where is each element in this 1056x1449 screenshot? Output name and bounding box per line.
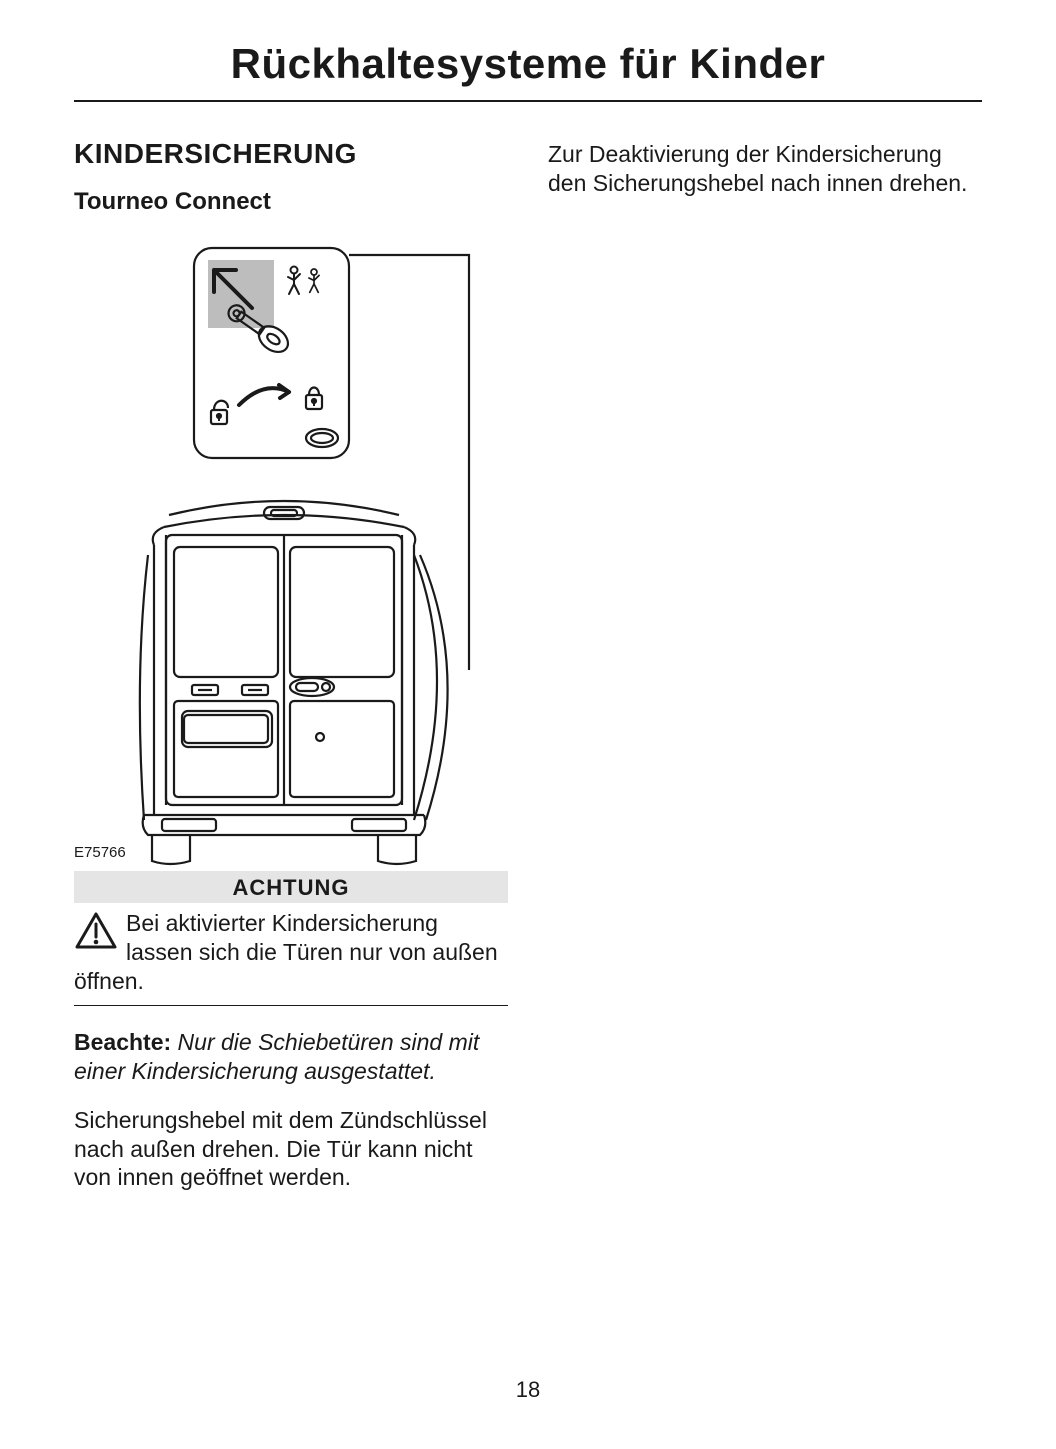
column-right: Zur Deaktivierung der Kindersicherung de… bbox=[548, 138, 982, 1212]
subsection-heading: Tourneo Connect bbox=[74, 188, 508, 216]
warning-text: Bei aktivierter Kindersicherung lassen s… bbox=[74, 910, 498, 994]
figure-childlock-van bbox=[74, 230, 508, 870]
note-paragraph: Beachte: Nur die Schiebetüren sind mit e… bbox=[74, 1028, 508, 1086]
manual-page: Rückhaltesysteme für Kinder KINDERSICHER… bbox=[0, 0, 1056, 1449]
column-left: KINDERSICHERUNG Tourneo Connect bbox=[74, 138, 508, 1212]
warning-body: Bei aktivierter Kindersicherung lassen s… bbox=[74, 903, 508, 1006]
page-number: 18 bbox=[0, 1377, 1056, 1403]
body-paragraph-left-1: Sicherungshebel mit dem Zündschlüssel na… bbox=[74, 1106, 508, 1192]
warning-triangle-icon bbox=[74, 911, 118, 951]
note-label: Beachte: bbox=[74, 1029, 171, 1055]
title-rule bbox=[74, 100, 982, 102]
two-column-layout: KINDERSICHERUNG Tourneo Connect bbox=[74, 138, 982, 1212]
chapter-title: Rückhaltesysteme für Kinder bbox=[74, 40, 982, 88]
body-paragraph-right-1: Zur Deaktivierung der Kindersicherung de… bbox=[548, 140, 982, 198]
section-heading: KINDERSICHERUNG bbox=[74, 138, 508, 170]
childlock-illustration-svg bbox=[74, 230, 514, 870]
warning-label: ACHTUNG bbox=[74, 871, 508, 903]
